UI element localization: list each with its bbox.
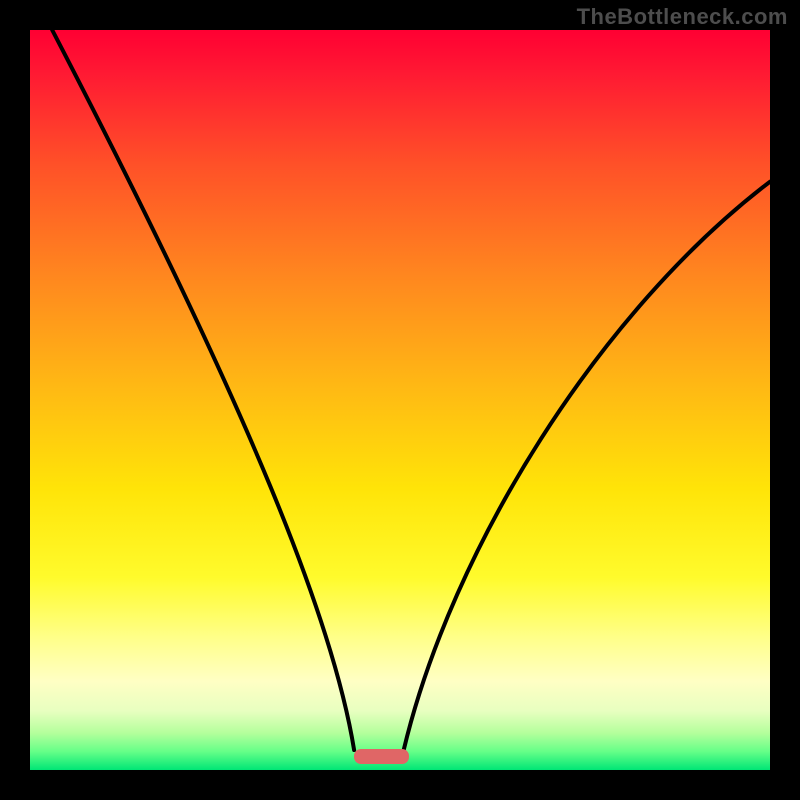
watermark-text: TheBottleneck.com <box>577 4 788 30</box>
optimal-range-marker <box>354 749 410 764</box>
chart-container: TheBottleneck.com <box>0 0 800 800</box>
bottleneck-curves <box>30 30 770 770</box>
plot-area <box>30 30 770 770</box>
